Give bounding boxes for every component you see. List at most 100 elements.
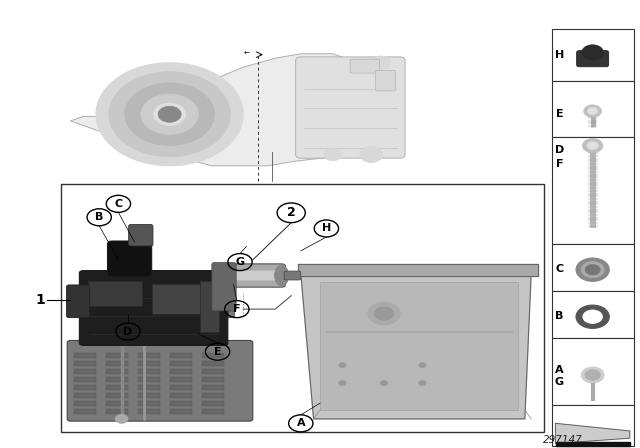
- FancyBboxPatch shape: [152, 284, 200, 314]
- Text: 1: 1: [35, 293, 45, 307]
- Bar: [74, 377, 96, 382]
- FancyBboxPatch shape: [67, 285, 90, 318]
- Circle shape: [581, 367, 604, 383]
- Bar: [202, 353, 224, 358]
- Text: F: F: [556, 159, 563, 168]
- Bar: [170, 409, 192, 414]
- Text: B: B: [95, 212, 104, 222]
- Bar: [202, 401, 224, 406]
- Circle shape: [582, 138, 603, 153]
- Bar: [202, 409, 224, 414]
- Circle shape: [576, 305, 609, 328]
- Bar: [106, 409, 128, 414]
- Bar: [106, 361, 128, 366]
- Text: F: F: [233, 304, 241, 314]
- Bar: [106, 353, 128, 358]
- Text: C: C: [556, 264, 563, 274]
- Circle shape: [581, 262, 604, 278]
- Bar: [202, 369, 224, 374]
- Text: A: A: [296, 418, 305, 428]
- Circle shape: [419, 362, 426, 368]
- Bar: [61, 184, 544, 432]
- Polygon shape: [556, 423, 630, 444]
- Bar: [74, 393, 96, 398]
- Text: 2: 2: [287, 206, 296, 220]
- Bar: [170, 369, 192, 374]
- Ellipse shape: [275, 265, 289, 286]
- Bar: [202, 361, 224, 366]
- Bar: [138, 361, 160, 366]
- Text: D: D: [124, 327, 132, 336]
- Circle shape: [419, 380, 426, 386]
- Bar: [106, 385, 128, 390]
- Circle shape: [141, 94, 198, 134]
- FancyBboxPatch shape: [350, 59, 380, 73]
- Text: ←: ←: [243, 51, 250, 57]
- Bar: [170, 401, 192, 406]
- Text: A: A: [555, 365, 564, 375]
- Bar: [74, 361, 96, 366]
- Bar: [202, 393, 224, 398]
- Bar: [74, 385, 96, 390]
- Circle shape: [374, 307, 394, 320]
- Bar: [552, 244, 634, 291]
- Circle shape: [585, 264, 600, 275]
- Polygon shape: [301, 273, 531, 419]
- FancyBboxPatch shape: [296, 57, 405, 158]
- Circle shape: [115, 414, 128, 423]
- Bar: [138, 393, 160, 398]
- Bar: [138, 401, 160, 406]
- FancyBboxPatch shape: [67, 340, 253, 421]
- Circle shape: [368, 302, 400, 325]
- Polygon shape: [70, 54, 397, 166]
- Text: B: B: [555, 311, 564, 321]
- Circle shape: [582, 45, 604, 60]
- Text: C: C: [115, 199, 122, 209]
- Bar: [138, 353, 160, 358]
- FancyBboxPatch shape: [224, 283, 234, 317]
- FancyBboxPatch shape: [200, 281, 219, 332]
- Bar: [202, 377, 224, 382]
- FancyBboxPatch shape: [577, 51, 609, 67]
- Bar: [106, 401, 128, 406]
- Circle shape: [587, 142, 598, 150]
- FancyBboxPatch shape: [88, 281, 142, 306]
- FancyBboxPatch shape: [212, 263, 236, 311]
- FancyBboxPatch shape: [108, 241, 152, 276]
- Circle shape: [324, 148, 342, 161]
- Bar: [170, 353, 192, 358]
- Bar: [552, 81, 634, 137]
- Bar: [170, 377, 192, 382]
- Bar: [106, 369, 128, 374]
- Text: G: G: [236, 257, 244, 267]
- Bar: [202, 385, 224, 390]
- Circle shape: [584, 105, 602, 117]
- Bar: [106, 377, 128, 382]
- Bar: [138, 409, 160, 414]
- Bar: [170, 361, 192, 366]
- Bar: [138, 369, 160, 374]
- Circle shape: [109, 72, 230, 157]
- Circle shape: [576, 258, 609, 281]
- Circle shape: [158, 106, 181, 122]
- FancyBboxPatch shape: [217, 264, 285, 287]
- FancyBboxPatch shape: [376, 70, 396, 91]
- Bar: [170, 393, 192, 398]
- Circle shape: [154, 103, 186, 125]
- Circle shape: [380, 380, 388, 386]
- Bar: [552, 137, 634, 244]
- Circle shape: [96, 63, 243, 166]
- Text: G: G: [555, 377, 564, 387]
- FancyBboxPatch shape: [221, 271, 280, 280]
- Text: D: D: [555, 145, 564, 155]
- Bar: [138, 385, 160, 390]
- Circle shape: [339, 380, 346, 386]
- Circle shape: [585, 370, 600, 380]
- Bar: [138, 377, 160, 382]
- Bar: [74, 409, 96, 414]
- Bar: [170, 385, 192, 390]
- FancyBboxPatch shape: [129, 224, 153, 246]
- Polygon shape: [298, 264, 538, 276]
- Circle shape: [582, 310, 603, 324]
- Circle shape: [360, 146, 383, 163]
